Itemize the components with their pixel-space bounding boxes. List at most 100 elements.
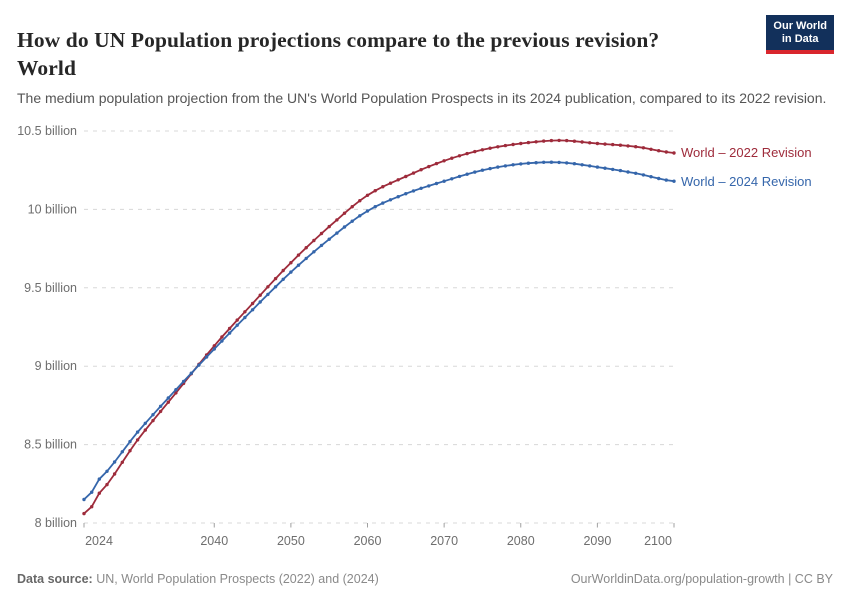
data-point [381,201,385,205]
y-tick-label: 8.5 billion [24,438,77,452]
data-point [396,195,400,199]
data-point [442,159,446,163]
data-point [595,141,600,146]
data-point [496,145,500,149]
data-point [542,160,546,164]
data-point [572,139,577,143]
data-point [120,460,125,464]
data-point [135,438,140,442]
data-point [143,421,147,425]
data-source-text: UN, World Population Prospects (2022) an… [92,572,379,586]
data-point [365,193,370,197]
data-point [603,166,607,170]
data-point [82,497,86,502]
data-point [258,293,262,297]
data-point [549,160,554,164]
data-point [120,450,125,454]
legend-label-2024-revision[interactable]: World – 2024 Revision [681,174,812,189]
data-point [657,176,661,181]
data-point [319,243,324,248]
data-point [235,318,239,322]
data-point [411,189,416,193]
data-point [304,256,308,261]
data-point [296,263,301,267]
data-point [526,161,531,165]
data-point [266,292,270,297]
owid-link[interactable]: OurWorldinData.org/population-growth | C… [570,572,833,586]
data-point [266,285,270,289]
data-point [427,164,431,169]
y-tick-label: 9.5 billion [24,281,77,295]
data-point [227,326,232,331]
series-line[interactable] [83,139,675,515]
data-point [174,391,178,395]
data-point [289,261,293,265]
data-point [603,142,607,146]
data-point [388,181,393,185]
data-point [434,161,439,166]
data-point [672,151,676,155]
data-point [427,184,431,188]
data-point [672,179,676,183]
owid-logo-line2: in Data [781,33,819,45]
data-point [335,231,339,235]
series-line[interactable] [83,161,675,501]
data-point [626,170,630,174]
data-point [128,449,132,453]
data-point [634,145,638,149]
data-point [580,163,584,167]
data-point [281,277,285,281]
data-point [158,409,163,414]
data-point [335,218,339,222]
data-point [358,214,362,218]
x-tick-label: 2070 [430,534,458,548]
data-point [457,174,462,179]
y-tick-label: 10 billion [28,202,77,216]
owid-logo[interactable]: Our World in Data [766,15,834,54]
data-point [388,198,393,202]
data-point [396,178,400,182]
data-point [457,154,462,158]
data-point [319,231,324,236]
data-point [220,335,224,339]
data-point [327,237,331,241]
data-point [480,148,485,152]
data-point [181,379,186,384]
x-tick-label: 2024 [85,534,113,548]
data-point [166,396,170,400]
data-point [542,139,546,143]
data-point [273,285,278,289]
title-entity: World [17,56,77,81]
data-point [289,270,293,274]
data-point [588,164,592,168]
series-2022-revision[interactable] [82,138,676,516]
data-point [465,151,469,156]
data-point [105,469,109,473]
data-point [327,224,331,229]
data-point [649,175,653,179]
data-point [450,177,454,181]
data-point [488,166,492,171]
series-2024-revision[interactable] [82,160,676,502]
data-point [373,189,377,193]
data-point [342,225,347,229]
title-question: How do UN Population projections compare… [17,28,660,53]
data-point [404,192,408,196]
data-point [189,371,193,375]
data-point [657,149,661,153]
data-point [503,164,508,168]
data-point [143,428,147,432]
data-point [105,482,109,487]
data-point [649,147,653,151]
data-point [519,141,523,146]
legend-label-2022-revision[interactable]: World – 2022 Revision [681,145,812,160]
data-point [450,156,454,160]
y-tick-label: 8 billion [35,516,77,530]
data-point [664,150,668,154]
data-point [641,146,646,150]
data-point [158,404,163,408]
data-point [235,323,239,327]
data-point [342,211,347,215]
data-point [411,171,416,175]
